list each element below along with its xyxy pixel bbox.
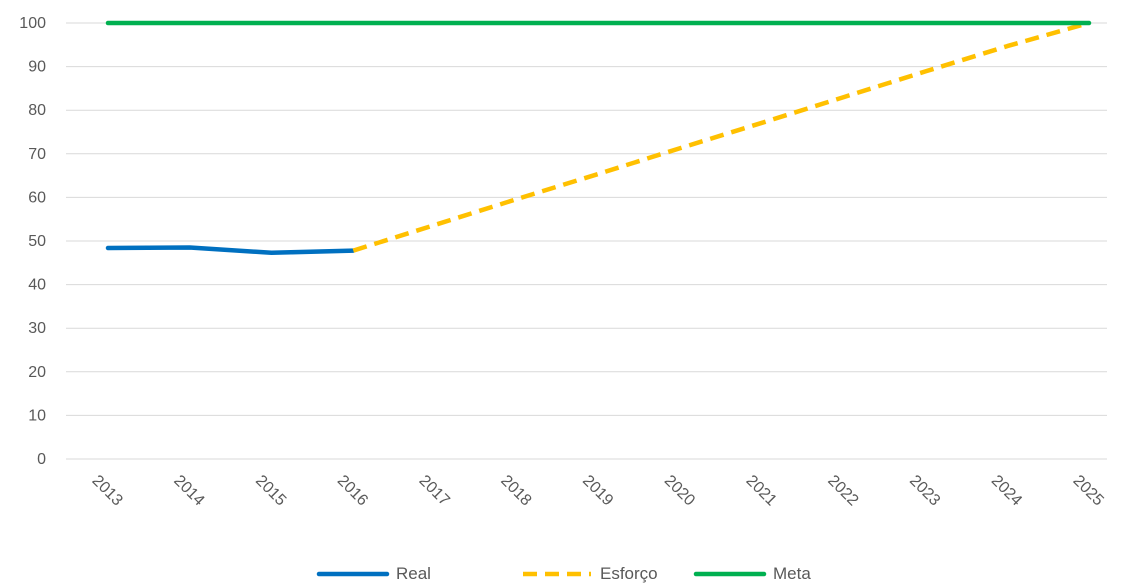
legend-item: Meta: [693, 561, 811, 587]
legend-label: Real: [396, 564, 431, 583]
y-tick-label: 50: [28, 233, 46, 250]
series-line-real: [105, 245, 356, 256]
x-tick-label: 2018: [497, 472, 534, 509]
y-axis-ticks: 0 10 20 30 40 50 60 70 80 90 100: [19, 15, 46, 468]
y-tick-label: 90: [28, 59, 46, 76]
legend-swatch: [523, 571, 591, 577]
x-tick-label: 2020: [661, 472, 698, 509]
x-tick-label: 2025: [1070, 472, 1107, 509]
y-tick-label: 20: [28, 364, 46, 381]
legend-label: Meta: [773, 564, 811, 583]
legend-swatch: [693, 571, 767, 577]
legend-item: Esforço: [520, 561, 658, 587]
x-tick-label: 2013: [89, 472, 126, 509]
y-tick-label: 80: [28, 102, 46, 119]
y-tick-label: 70: [28, 146, 46, 163]
x-tick-label: 2023: [906, 472, 943, 509]
legend-label: Esforço: [600, 564, 658, 583]
x-tick-label: 2019: [579, 472, 616, 509]
y-tick-label: 0: [37, 451, 46, 468]
y-tick-label: 100: [19, 15, 46, 32]
x-tick-label: 2017: [416, 472, 453, 509]
y-tick-label: 10: [28, 407, 46, 424]
series-line-esforco: [352, 20, 1090, 253]
legend-swatch: [316, 571, 390, 577]
y-tick-label: 60: [28, 189, 46, 206]
y-tick-label: 30: [28, 320, 46, 337]
y-tick-label: 40: [28, 277, 46, 294]
x-tick-label: 2016: [334, 472, 371, 509]
x-tick-label: 2024: [988, 472, 1025, 509]
x-tick-label: 2022: [824, 472, 861, 509]
legend-item: Real: [316, 561, 431, 587]
x-tick-label: 2014: [170, 472, 207, 509]
x-tick-label: 2021: [743, 472, 780, 509]
x-tick-label: 2015: [252, 472, 289, 509]
grid-lines: [66, 22, 1107, 460]
series-lines: [105, 20, 1092, 256]
x-axis-ticks: 2013 2014 2015 2016 2017 2018 2019 2020 2021 2022…: [89, 472, 1107, 509]
chart-legend: Real Esforço Meta: [0, 561, 1122, 587]
